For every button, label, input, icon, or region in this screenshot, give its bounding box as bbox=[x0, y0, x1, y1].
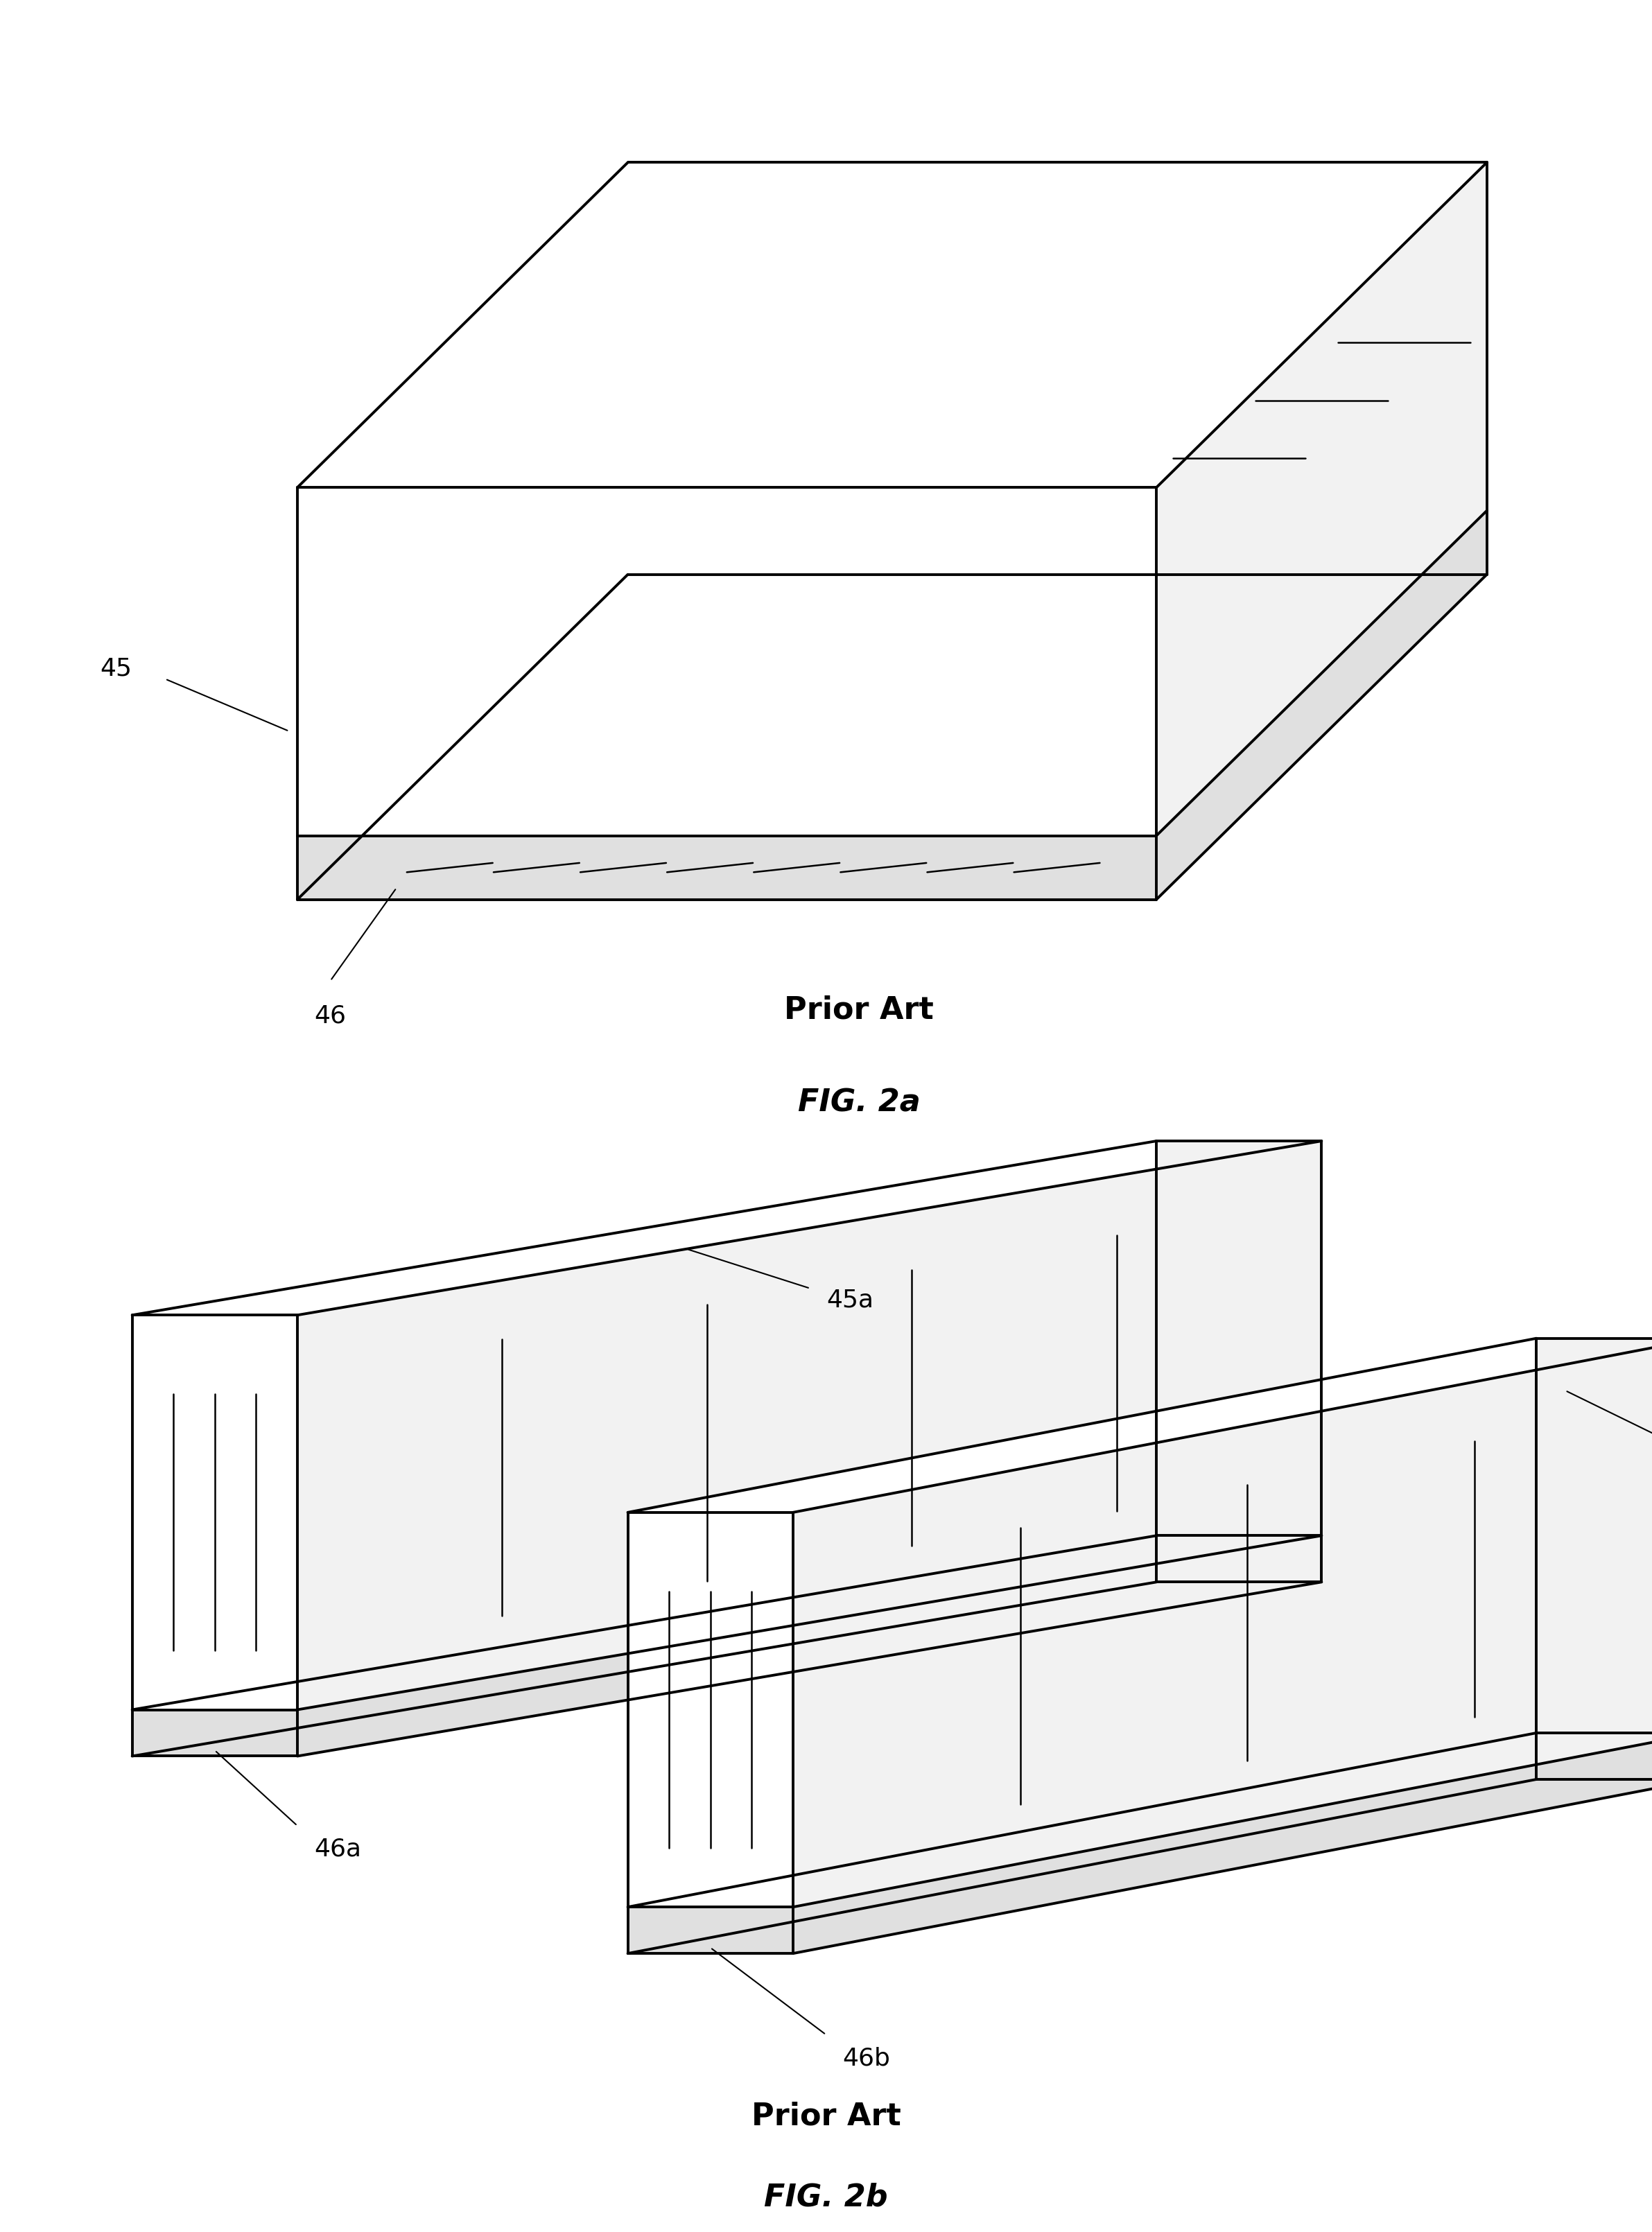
Polygon shape bbox=[297, 1536, 1322, 1757]
Polygon shape bbox=[132, 1710, 297, 1757]
Text: Prior Art: Prior Art bbox=[785, 995, 933, 1024]
Polygon shape bbox=[628, 1339, 1652, 1513]
Polygon shape bbox=[297, 487, 1156, 835]
Polygon shape bbox=[132, 1141, 1322, 1315]
Text: Prior Art: Prior Art bbox=[752, 2100, 900, 2132]
Text: 46: 46 bbox=[314, 1004, 347, 1027]
Polygon shape bbox=[297, 1141, 1322, 1710]
Polygon shape bbox=[297, 835, 1156, 899]
Text: 46a: 46a bbox=[314, 1837, 362, 1861]
Text: FIG. 2a: FIG. 2a bbox=[798, 1087, 920, 1118]
Polygon shape bbox=[628, 1906, 793, 1953]
Polygon shape bbox=[132, 1582, 1322, 1757]
Text: FIG. 2b: FIG. 2b bbox=[765, 2183, 887, 2212]
Polygon shape bbox=[793, 1339, 1652, 1906]
Polygon shape bbox=[628, 1513, 793, 1906]
Text: 46b: 46b bbox=[843, 2047, 890, 2069]
Polygon shape bbox=[1536, 1339, 1652, 1732]
Text: 45: 45 bbox=[101, 656, 132, 681]
Polygon shape bbox=[297, 163, 1487, 487]
Polygon shape bbox=[628, 1779, 1652, 1953]
Polygon shape bbox=[1156, 511, 1487, 899]
Polygon shape bbox=[132, 1315, 297, 1710]
Polygon shape bbox=[1156, 1141, 1322, 1536]
Polygon shape bbox=[297, 574, 1487, 899]
Text: 45a: 45a bbox=[826, 1288, 874, 1312]
Polygon shape bbox=[793, 1732, 1652, 1953]
Polygon shape bbox=[1156, 163, 1487, 835]
